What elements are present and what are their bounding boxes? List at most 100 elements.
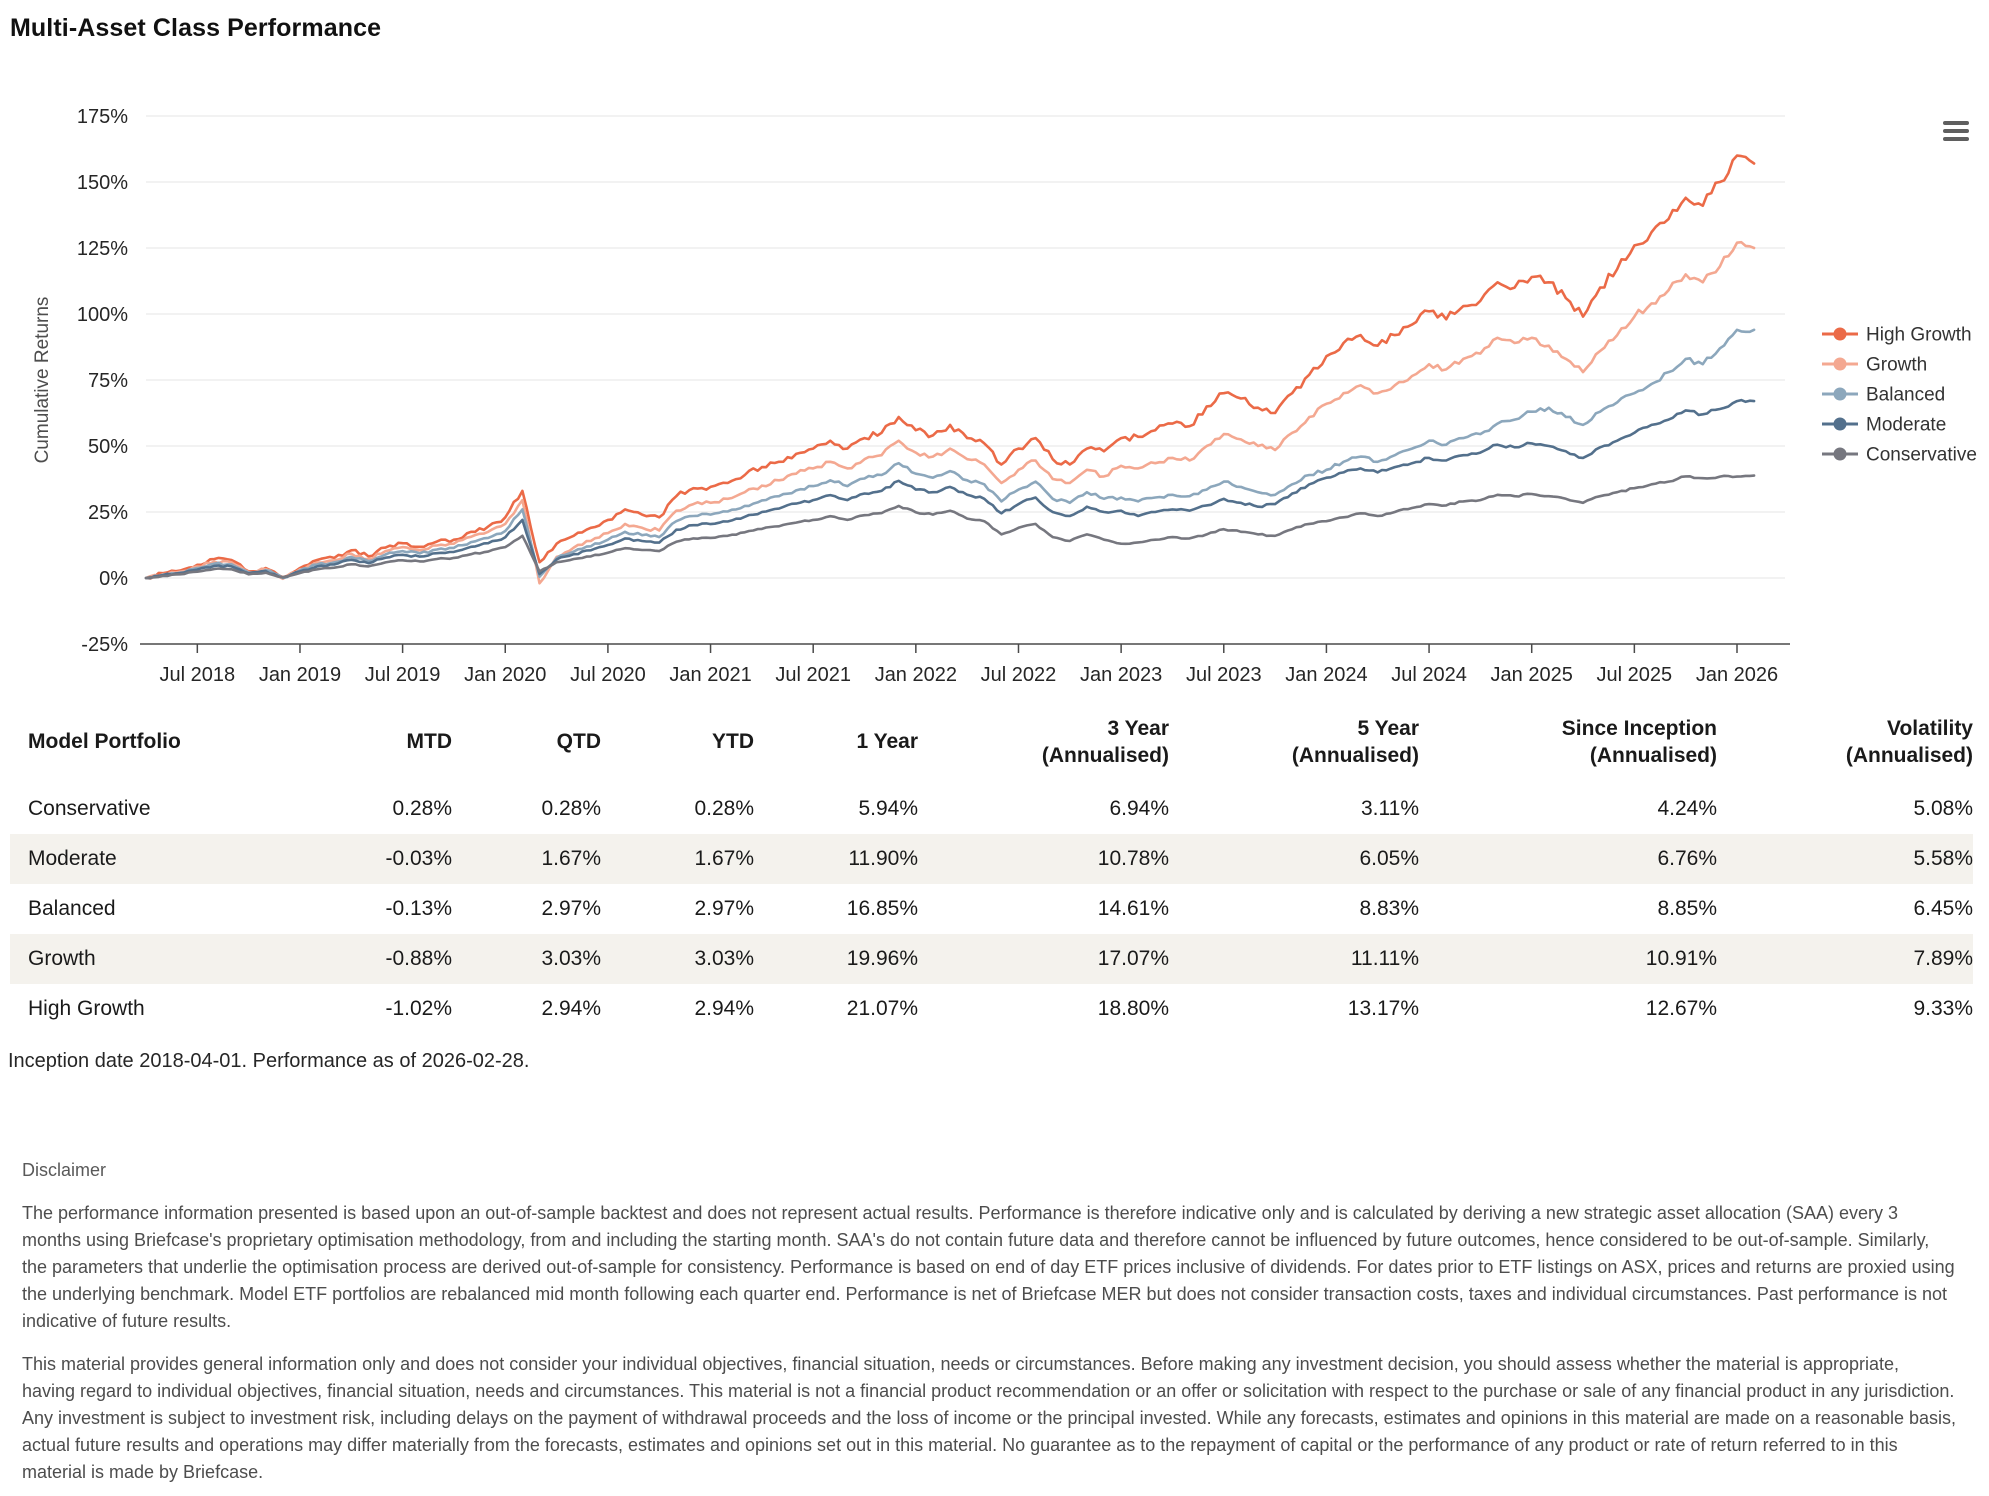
portfolio-value: 4.24% xyxy=(1657,797,1717,820)
portfolio-value: 13.17% xyxy=(1347,997,1419,1020)
portfolio-name: Conservative xyxy=(28,797,151,820)
portfolio-value: -0.88% xyxy=(385,947,452,970)
portfolio-value: 0.28% xyxy=(694,797,754,820)
portfolio-value: 8.83% xyxy=(1359,897,1419,920)
x-axis-tick-label: Jan 2025 xyxy=(1491,664,1573,686)
gridlines: 175% 150% 125% 100% 75% 50% 25% 0% -25% xyxy=(77,106,1785,656)
performance-table: Model Portfolio MTD QTD YTD 1 Year 3 Year (An… xyxy=(10,699,1973,1034)
legend-item-moderate[interactable]: Moderate xyxy=(1822,415,1946,436)
legend-label: High Growth xyxy=(1866,325,1972,346)
column-header-since-inception: Since Inception (Annualised) xyxy=(1561,716,1717,767)
table-row-high-growth: High Growth -1.02% 2.94% 2.94% 21.07% 18.80% 1… xyxy=(10,984,1973,1034)
column-header-3-year: 3 Year (Annualised) xyxy=(1041,716,1169,767)
portfolio-value: 6.45% xyxy=(1913,897,1973,920)
x-axis-tick-label: Jul 2020 xyxy=(570,664,646,686)
table-row-conservative: Conservative 0.28% 0.28% 0.28% 5.94% 6.94% 3.1… xyxy=(10,784,1973,834)
portfolio-value: 3.03% xyxy=(541,947,601,970)
portfolio-value: -1.02% xyxy=(385,997,452,1020)
portfolio-value: 7.89% xyxy=(1913,947,1973,970)
portfolio-name: High Growth xyxy=(28,997,145,1020)
x-axis-tick-label: Jan 2026 xyxy=(1696,664,1778,686)
column-header-5-year: 5 Year (Annualised) xyxy=(1291,716,1419,767)
legend-item-balanced[interactable]: Balanced xyxy=(1822,385,1945,406)
chart-legend: High Growth Growth Balanced Moderate Conserv… xyxy=(1822,325,1977,466)
portfolio-value: 10.91% xyxy=(1645,947,1717,970)
x-axis-tick-label: Jul 2023 xyxy=(1186,664,1262,686)
legend-label: Growth xyxy=(1866,355,1927,376)
legend-item-conservative[interactable]: Conservative xyxy=(1822,445,1977,466)
column-header-ytd: YTD xyxy=(712,730,754,753)
portfolio-value: 17.07% xyxy=(1097,947,1169,970)
portfolio-value: 2.97% xyxy=(694,897,754,920)
portfolio-value: 0.28% xyxy=(541,797,601,820)
disclaimer-paragraph-1: The performance information presented is… xyxy=(22,1203,1955,1331)
portfolio-value: 1.67% xyxy=(694,847,754,870)
portfolio-name: Growth xyxy=(28,947,96,970)
hamburger-menu-icon[interactable] xyxy=(1943,121,1969,141)
series-line-conservative xyxy=(144,474,1756,580)
x-axis-tick-label: Jan 2022 xyxy=(875,664,957,686)
portfolio-value: 12.67% xyxy=(1645,997,1717,1020)
portfolio-value: 11.90% xyxy=(848,847,918,870)
page-title: Multi-Asset Class Performance xyxy=(10,14,382,42)
y-axis-tick-label: -25% xyxy=(81,634,128,656)
portfolio-value: 8.85% xyxy=(1657,897,1717,920)
footnote: Inception date 2018-04-01. Performance a… xyxy=(8,1050,530,1072)
portfolio-value: 6.76% xyxy=(1657,847,1717,870)
portfolio-value: -0.13% xyxy=(385,897,452,920)
portfolio-value: 2.94% xyxy=(694,997,754,1020)
x-axis-tick-label: Jan 2020 xyxy=(464,664,546,686)
cumulative-returns-chart: 175% 150% 125% 100% 75% 50% 25% 0% -25% Cumulativ… xyxy=(32,106,1977,686)
y-axis-title: Cumulative Returns xyxy=(32,297,53,464)
series-line-high-growth xyxy=(144,154,1756,580)
legend-marker-icon xyxy=(1833,357,1847,371)
performance-chart: 175% 150% 125% 100% 75% 50% 25% 0% -25% Cumulativ… xyxy=(0,59,1989,691)
y-axis-tick-label: 175% xyxy=(77,106,128,128)
x-axis-tick-label: Jan 2021 xyxy=(669,664,751,686)
y-axis-tick-label: 50% xyxy=(88,436,128,458)
portfolio-value: -0.03% xyxy=(385,847,452,870)
disclaimer-heading: Disclaimer xyxy=(22,1160,107,1180)
x-axis-tick-label: Jul 2025 xyxy=(1597,664,1673,686)
portfolio-value: 19.96% xyxy=(846,947,918,970)
column-header-1-year: 1 Year xyxy=(856,730,918,753)
portfolio-value: 3.03% xyxy=(694,947,754,970)
portfolio-value: 10.78% xyxy=(1097,847,1169,870)
series-line-balanced xyxy=(144,328,1756,580)
disclaimer-section: Disclaimer The performance information p… xyxy=(22,1157,1957,1486)
portfolio-value: 5.58% xyxy=(1913,847,1973,870)
series-line-growth xyxy=(144,240,1756,585)
portfolio-value: 2.94% xyxy=(541,997,601,1020)
legend-marker-icon xyxy=(1833,417,1847,431)
legend-label: Moderate xyxy=(1866,415,1946,436)
y-axis-tick-label: 0% xyxy=(99,568,128,590)
column-header-qtd: QTD xyxy=(556,730,601,753)
portfolio-value: 2.97% xyxy=(541,897,601,920)
portfolio-value: 6.05% xyxy=(1359,847,1419,870)
table-row-growth: Growth -0.88% 3.03% 3.03% 19.96% 17.07% 11.11%… xyxy=(10,934,1973,984)
disclaimer-paragraph-2: This material provides general informati… xyxy=(22,1354,1957,1482)
legend-label: Balanced xyxy=(1866,385,1945,406)
portfolio-value: 6.94% xyxy=(1109,797,1169,820)
y-axis-tick-label: 150% xyxy=(77,172,128,194)
x-axis: Jul 2018 Jan 2019 Jul 2019 Jan 2020 Jul 2020… xyxy=(140,643,1790,686)
column-header-volatility: Volatility (Annualised) xyxy=(1845,716,1973,767)
legend-item-high-growth[interactable]: High Growth xyxy=(1822,325,1972,346)
series-line-moderate xyxy=(144,398,1756,580)
column-header-mtd: MTD xyxy=(406,730,453,753)
legend-marker-icon xyxy=(1833,447,1847,461)
y-axis-tick-label: 100% xyxy=(77,304,128,326)
portfolio-value: 1.67% xyxy=(541,847,601,870)
portfolio-value: 5.08% xyxy=(1913,797,1973,820)
y-axis-tick-label: 125% xyxy=(77,238,128,260)
legend-item-growth[interactable]: Growth xyxy=(1822,355,1927,376)
portfolio-value: 0.28% xyxy=(392,797,452,820)
portfolio-value: 14.61% xyxy=(1097,897,1169,920)
portfolio-value: 9.33% xyxy=(1913,997,1973,1020)
x-axis-tick-label: Jan 2019 xyxy=(259,664,341,686)
table-row-balanced: Balanced -0.13% 2.97% 2.97% 16.85% 14.61% 8.83… xyxy=(10,884,1973,934)
y-axis-tick-label: 25% xyxy=(88,502,128,524)
legend-label: Conservative xyxy=(1866,445,1977,466)
portfolio-value: 16.85% xyxy=(846,897,918,920)
portfolio-name: Balanced xyxy=(28,897,116,920)
